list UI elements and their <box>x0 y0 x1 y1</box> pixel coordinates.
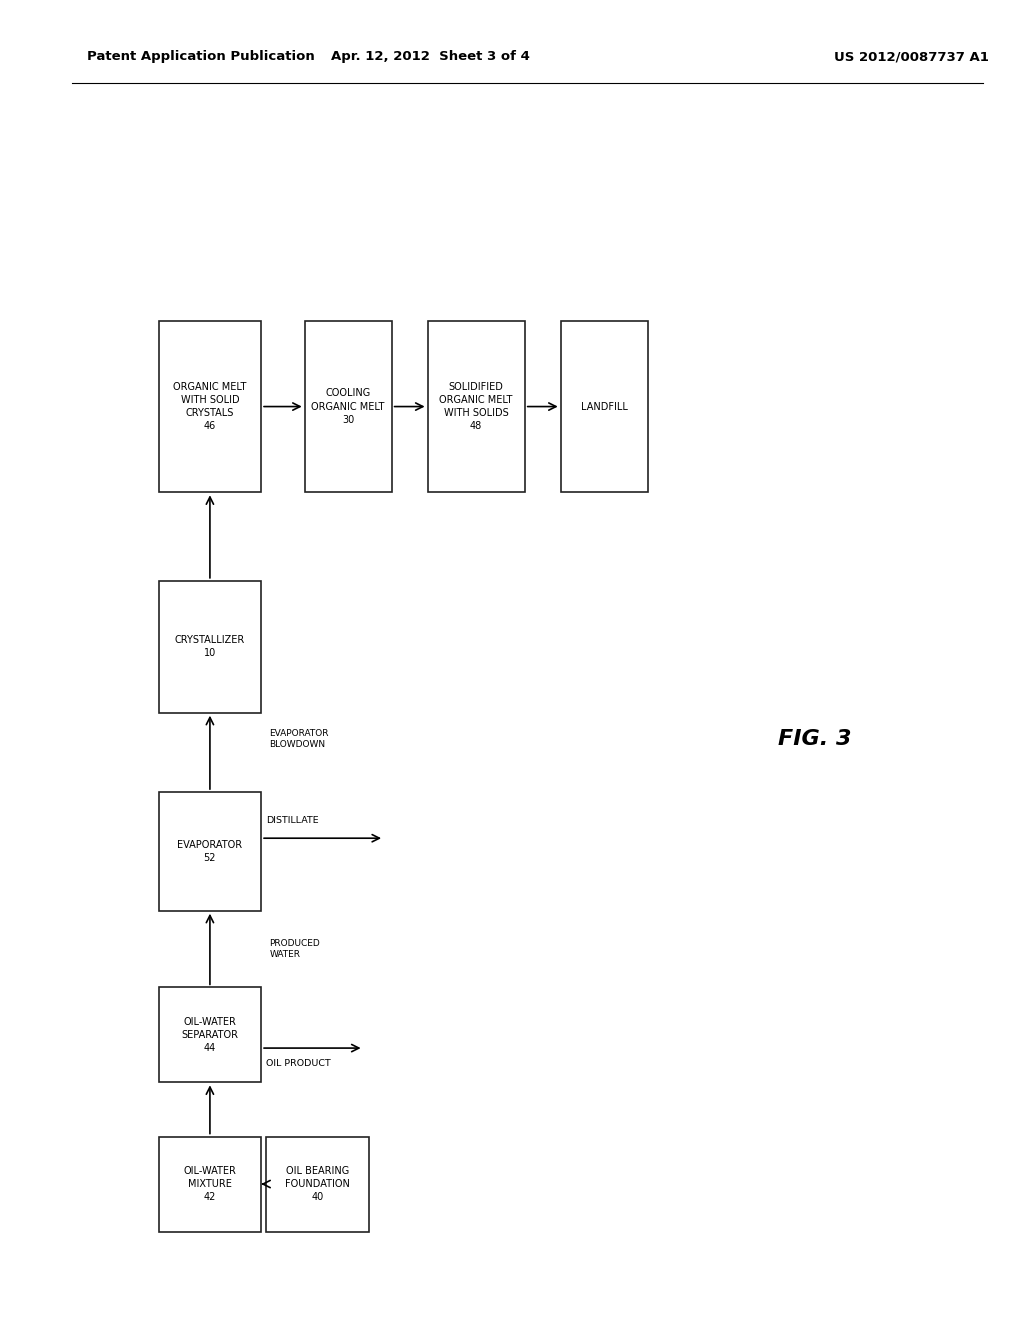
Text: CRYSTALLIZER
10: CRYSTALLIZER 10 <box>175 635 245 659</box>
Text: Patent Application Publication: Patent Application Publication <box>87 50 314 63</box>
Text: FIG. 3: FIG. 3 <box>778 729 852 750</box>
Text: LANDFILL: LANDFILL <box>581 401 628 412</box>
Bar <box>266 1137 369 1232</box>
Bar <box>159 1137 261 1232</box>
Text: COOLING
ORGANIC MELT
30: COOLING ORGANIC MELT 30 <box>311 388 385 425</box>
Bar <box>159 321 261 492</box>
Bar <box>159 792 261 911</box>
Bar <box>561 321 647 492</box>
Text: OIL BEARING
FOUNDATION
40: OIL BEARING FOUNDATION 40 <box>285 1166 350 1203</box>
Text: DISTILLATE: DISTILLATE <box>266 816 318 825</box>
Bar <box>305 321 392 492</box>
Text: Apr. 12, 2012  Sheet 3 of 4: Apr. 12, 2012 Sheet 3 of 4 <box>331 50 529 63</box>
Text: OIL-WATER
MIXTURE
42: OIL-WATER MIXTURE 42 <box>183 1166 237 1203</box>
Text: OIL PRODUCT: OIL PRODUCT <box>266 1059 331 1068</box>
Bar <box>428 321 525 492</box>
Text: PRODUCED
WATER: PRODUCED WATER <box>269 940 321 958</box>
Text: EVAPORATOR
BLOWDOWN: EVAPORATOR BLOWDOWN <box>269 730 329 748</box>
Bar <box>159 581 261 713</box>
Text: SOLIDIFIED
ORGANIC MELT
WITH SOLIDS
48: SOLIDIFIED ORGANIC MELT WITH SOLIDS 48 <box>439 381 513 432</box>
Text: US 2012/0087737 A1: US 2012/0087737 A1 <box>834 50 989 63</box>
Text: EVAPORATOR
52: EVAPORATOR 52 <box>177 840 243 863</box>
Bar <box>159 987 261 1082</box>
Text: OIL-WATER
SEPARATOR
44: OIL-WATER SEPARATOR 44 <box>181 1016 239 1053</box>
Text: ORGANIC MELT
WITH SOLID
CRYSTALS
46: ORGANIC MELT WITH SOLID CRYSTALS 46 <box>173 381 247 432</box>
